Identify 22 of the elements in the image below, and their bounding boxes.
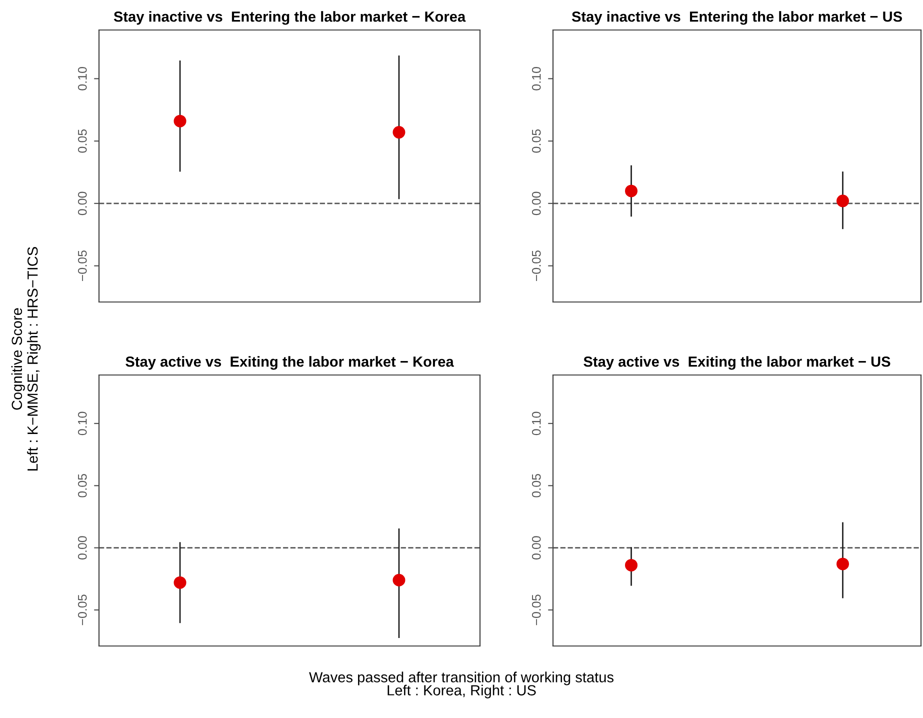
y-tick-label: 0.05 <box>78 129 87 153</box>
y-tick-label: −0.05 <box>532 250 541 282</box>
y-tick-label: 0.05 <box>78 474 87 498</box>
y-tick-label: 0.00 <box>78 192 87 216</box>
chart-title: Stay inactive vs Entering the labor market − US <box>572 11 902 25</box>
y-tick-label: −0.05 <box>78 594 87 626</box>
y-tick-label: 0.00 <box>78 536 87 560</box>
y-tick-label: 0.10 <box>532 412 541 436</box>
y-tick-label: −0.05 <box>78 250 87 282</box>
chart-title: Stay active vs Exiting the labor market − US <box>584 356 890 370</box>
y-axis-title: Cognitive Score Left : K−MMSE, Right : HRS−TICS <box>11 247 41 470</box>
y-tick-label: 0.10 <box>78 66 87 90</box>
y-tick-label: −0.05 <box>532 594 541 626</box>
x-axis-title: Waves passed after transition of working status Left : Korea, Right : US <box>309 672 614 698</box>
y-tick-label: 0.00 <box>532 536 541 560</box>
y-tick-label: 0.05 <box>532 474 541 498</box>
chart-title: Stay inactive vs Entering the labor market − Korea <box>114 11 466 25</box>
y-tick-label: 0.10 <box>532 66 541 90</box>
y-tick-label: 0.10 <box>78 412 87 436</box>
chart-title: Stay active vs Exiting the labor market − Korea <box>126 356 454 370</box>
y-tick-label: 0.00 <box>532 192 541 216</box>
y-tick-label: 0.05 <box>532 129 541 153</box>
